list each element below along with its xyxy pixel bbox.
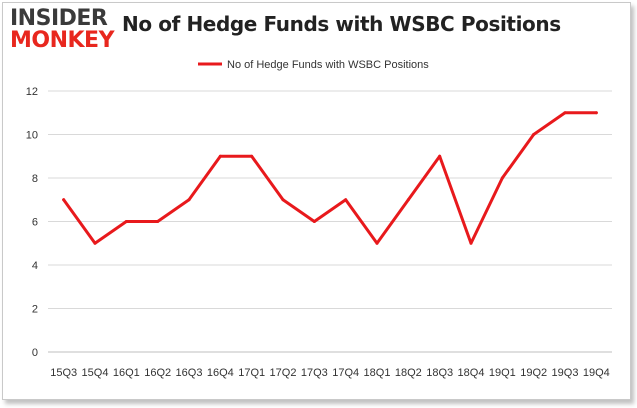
y-tick-label: 10 (26, 130, 38, 142)
logo-text-top: INSIDER (10, 6, 108, 31)
insider-monkey-logo: INSIDER MONKEY (10, 6, 116, 56)
data-point (344, 198, 348, 202)
chart-border (2, 2, 631, 400)
y-tick-label: 12 (26, 86, 38, 98)
x-tick-label: 15Q3 (50, 367, 77, 379)
data-point (312, 220, 316, 223)
data-point (563, 111, 567, 115)
data-point (594, 111, 598, 115)
x-tick-label: 17Q4 (332, 367, 359, 379)
x-tick-label: 16Q1 (113, 367, 140, 379)
data-point (406, 198, 410, 202)
legend: No of Hedge Funds with WSBC Positions (198, 59, 429, 71)
x-tick-label: 18Q2 (395, 367, 422, 379)
data-point (218, 154, 222, 158)
x-tick-label: 18Q3 (426, 367, 453, 379)
legend-label: No of Hedge Funds with WSBC Positions (227, 59, 429, 71)
x-tick-label: 19Q2 (520, 367, 547, 379)
data-point (532, 133, 536, 136)
chart-title: No of Hedge Funds with WSBC Positions (122, 12, 561, 36)
data-point (156, 220, 160, 223)
data-point (281, 198, 285, 202)
data-point (93, 241, 97, 245)
data-point (438, 154, 442, 158)
x-tick-label: 16Q4 (207, 367, 234, 379)
y-tick-label: 4 (32, 260, 38, 272)
data-point (250, 154, 254, 158)
x-tick-label: 16Q2 (144, 367, 171, 379)
y-tick-label: 2 (32, 304, 38, 316)
x-axis-tick-labels: 15Q3 15Q4 16Q1 16Q2 16Q3 16Q4 17Q1 17Q2 17Q3 17Q4… (50, 367, 610, 379)
data-point (124, 220, 128, 223)
x-tick-label: 17Q3 (301, 367, 328, 379)
data-point (62, 198, 66, 202)
y-tick-label: 6 (32, 217, 38, 229)
logo-text-bottom: MONKEY (10, 28, 115, 53)
x-tick-label: 18Q4 (458, 367, 485, 379)
x-tick-label: 19Q4 (583, 367, 610, 379)
data-point (187, 198, 191, 202)
x-tick-label: 19Q1 (489, 367, 516, 379)
x-tick-label: 17Q1 (238, 367, 265, 379)
data-point (375, 241, 379, 245)
y-axis-tick-labels: 0 2 4 6 8 10 12 (26, 86, 38, 359)
y-tick-label: 8 (32, 173, 38, 185)
data-point (500, 176, 504, 180)
x-tick-label: 19Q3 (552, 367, 579, 379)
x-tick-label: 15Q4 (82, 367, 109, 379)
series-group (62, 111, 598, 245)
y-tick-label: 0 (32, 347, 38, 359)
data-point (469, 241, 473, 245)
x-tick-label: 17Q2 (270, 367, 297, 379)
x-tick-label: 16Q3 (176, 367, 203, 379)
x-tick-label: 18Q1 (364, 367, 391, 379)
series-line (62, 111, 598, 245)
